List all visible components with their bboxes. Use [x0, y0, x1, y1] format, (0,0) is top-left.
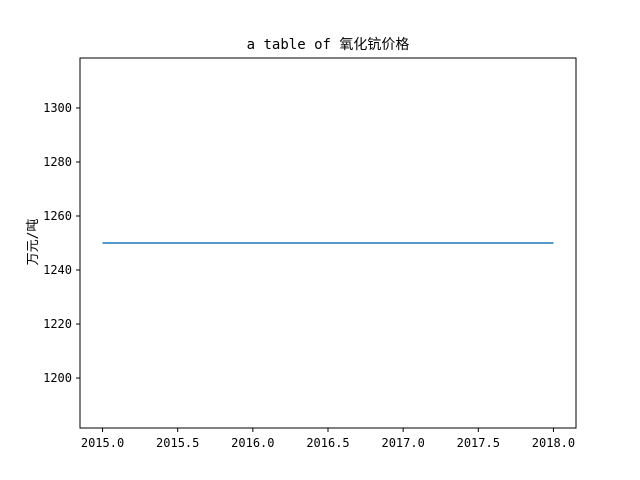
x-tick-label: 2017.5: [457, 436, 500, 450]
x-tick-label: 2018.0: [532, 436, 575, 450]
y-tick-label: 1300: [43, 101, 72, 115]
x-tick-label: 2015.0: [81, 436, 124, 450]
y-tick-label: 1200: [43, 371, 72, 385]
x-tick-label: 2016.5: [306, 436, 349, 450]
x-tick-label: 2016.0: [231, 436, 274, 450]
y-tick-label: 1260: [43, 209, 72, 223]
y-tick-label: 1280: [43, 155, 72, 169]
y-axis-label: 万元/吨: [26, 219, 41, 266]
ticks-layer: 2015.0 2015.5 2016.0 2016.5 2017.0 2017.5 2018…: [43, 101, 575, 450]
plot-area-frame: [79, 57, 577, 429]
x-tick-label: 2015.5: [156, 436, 199, 450]
chart-title: a table of 氧化钪价格: [247, 37, 410, 53]
y-tick-label: 1220: [43, 317, 72, 331]
x-tick-label: 2017.0: [381, 436, 424, 450]
y-tick-label: 1240: [43, 263, 72, 277]
